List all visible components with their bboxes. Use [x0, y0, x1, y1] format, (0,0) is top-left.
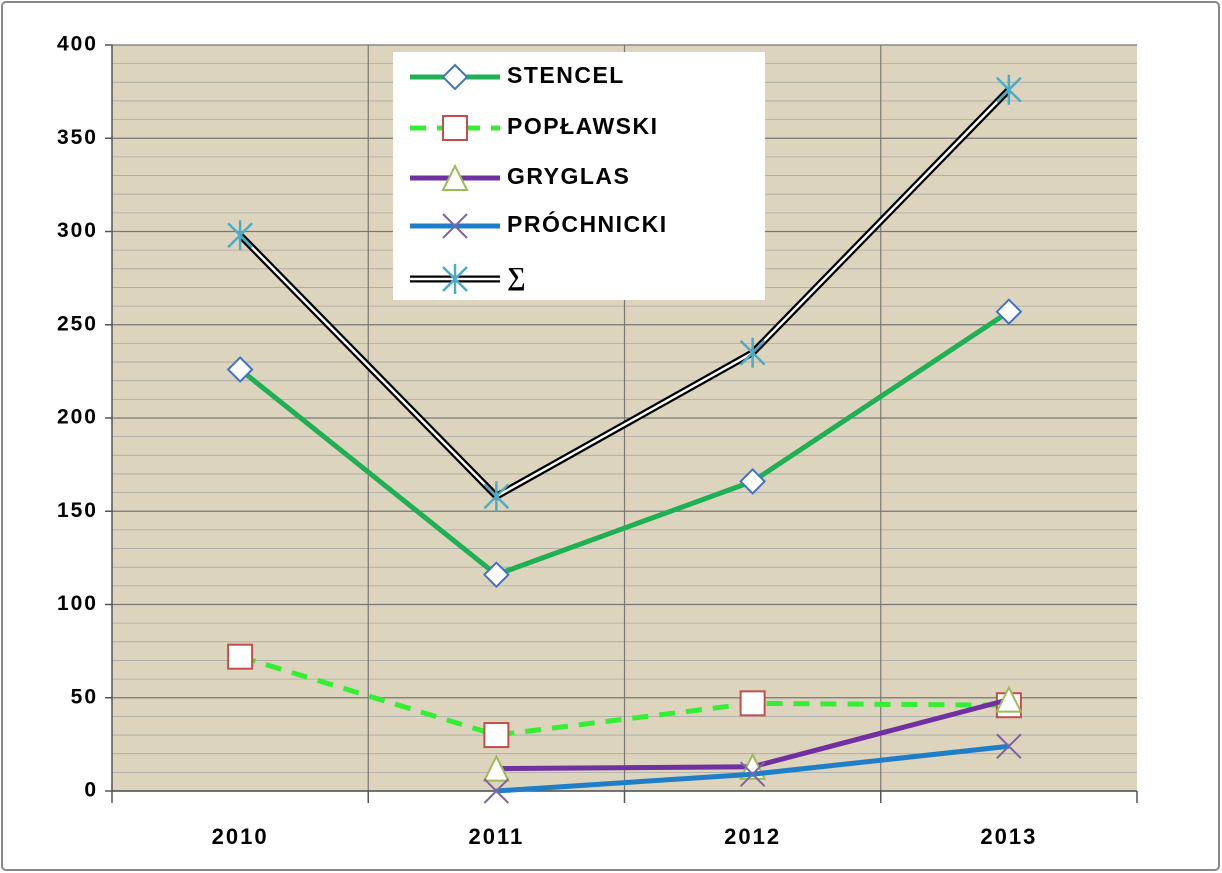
legend-label: ∑ — [507, 262, 527, 291]
marker — [441, 63, 469, 91]
y-tick-label: 300 — [57, 219, 98, 242]
y-tick-label: 200 — [57, 406, 98, 429]
x-tick-label: 2013 — [980, 824, 1037, 849]
marker — [739, 337, 766, 368]
marker — [483, 778, 510, 804]
marker — [483, 481, 510, 512]
marker — [483, 722, 510, 749]
y-tick-label: 250 — [57, 312, 98, 335]
x-tick-label: 2012 — [724, 824, 781, 849]
marker — [739, 761, 766, 787]
series-line-inner — [239, 88, 1010, 498]
marker — [995, 685, 1023, 713]
marker — [995, 298, 1023, 326]
legend-label: PRÓCHNICKI — [507, 210, 668, 237]
legend-label: POPŁAWSKI — [507, 113, 659, 139]
marker — [442, 213, 468, 239]
x-tick-label: 2010 — [212, 824, 269, 849]
y-tick-label: 350 — [57, 126, 98, 149]
marker — [442, 264, 468, 294]
marker — [996, 733, 1022, 759]
y-tick-label: 400 — [57, 33, 98, 56]
marker — [227, 643, 254, 670]
marker — [482, 754, 510, 782]
marker — [226, 356, 254, 383]
marker — [739, 690, 766, 717]
y-tick-label: 150 — [57, 499, 98, 522]
marker — [482, 561, 510, 589]
y-tick-label: 50 — [71, 685, 98, 708]
legend-label: GRYGLAS — [507, 163, 630, 189]
marker — [442, 115, 468, 141]
x-tick-label: 2011 — [469, 824, 525, 849]
marker — [441, 163, 469, 191]
y-tick-label: 0 — [84, 779, 98, 802]
marker — [227, 220, 254, 251]
marker — [995, 74, 1022, 105]
series-line — [238, 309, 1011, 578]
series-line — [239, 654, 1009, 738]
marker — [739, 467, 767, 495]
legend-label: STENCEL — [507, 62, 625, 88]
y-tick-label: 100 — [57, 592, 98, 615]
